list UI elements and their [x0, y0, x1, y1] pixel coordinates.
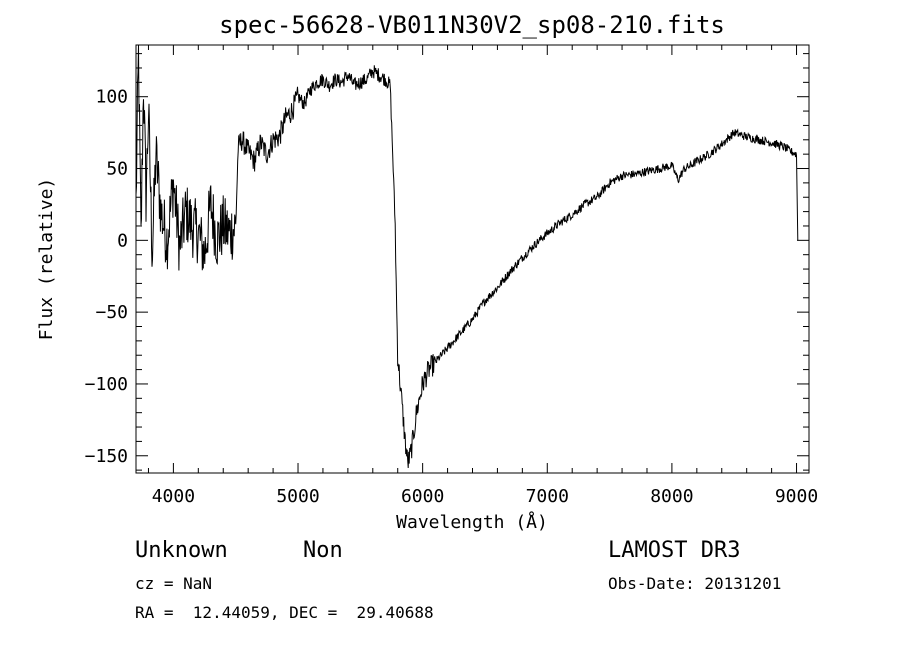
x-axis-label: Wavelength (Å): [396, 511, 548, 533]
x-tick-label: 7000: [526, 486, 569, 507]
spectrum-line: [135, 44, 799, 469]
ra-dec: RA = 12.44059, DEC = 29.40688: [135, 603, 434, 622]
object-subclass: Non: [303, 538, 343, 563]
y-tick-label: −50: [95, 302, 128, 323]
y-tick-label: −100: [85, 374, 128, 395]
obs-date: Obs-Date: 20131201: [608, 574, 782, 593]
y-tick-label: 0: [117, 230, 128, 251]
chart-title: spec-56628-VB011N30V2_sp08-210.fits: [219, 11, 725, 39]
x-tick-label: 8000: [650, 486, 693, 507]
y-tick-label: 50: [106, 159, 128, 180]
x-tick-label: 6000: [401, 486, 444, 507]
x-axis: 4000 5000 6000 7000 8000 9000: [147, 45, 818, 507]
x-tick-label: 5000: [276, 486, 319, 507]
y-tick-label: 100: [95, 87, 128, 108]
object-class: Unknown: [135, 538, 228, 563]
survey-name: LAMOST DR3: [608, 538, 741, 563]
plot-frame: [135, 44, 810, 474]
x-tick-label: 4000: [152, 486, 195, 507]
y-axis: −150 −100 −50 0 50 100: [85, 53, 809, 471]
y-axis-label: Flux (relative): [36, 178, 57, 341]
y-tick-label: −150: [85, 446, 128, 467]
redshift-cz: cz = NaN: [135, 574, 213, 593]
x-tick-label: 9000: [775, 486, 818, 507]
